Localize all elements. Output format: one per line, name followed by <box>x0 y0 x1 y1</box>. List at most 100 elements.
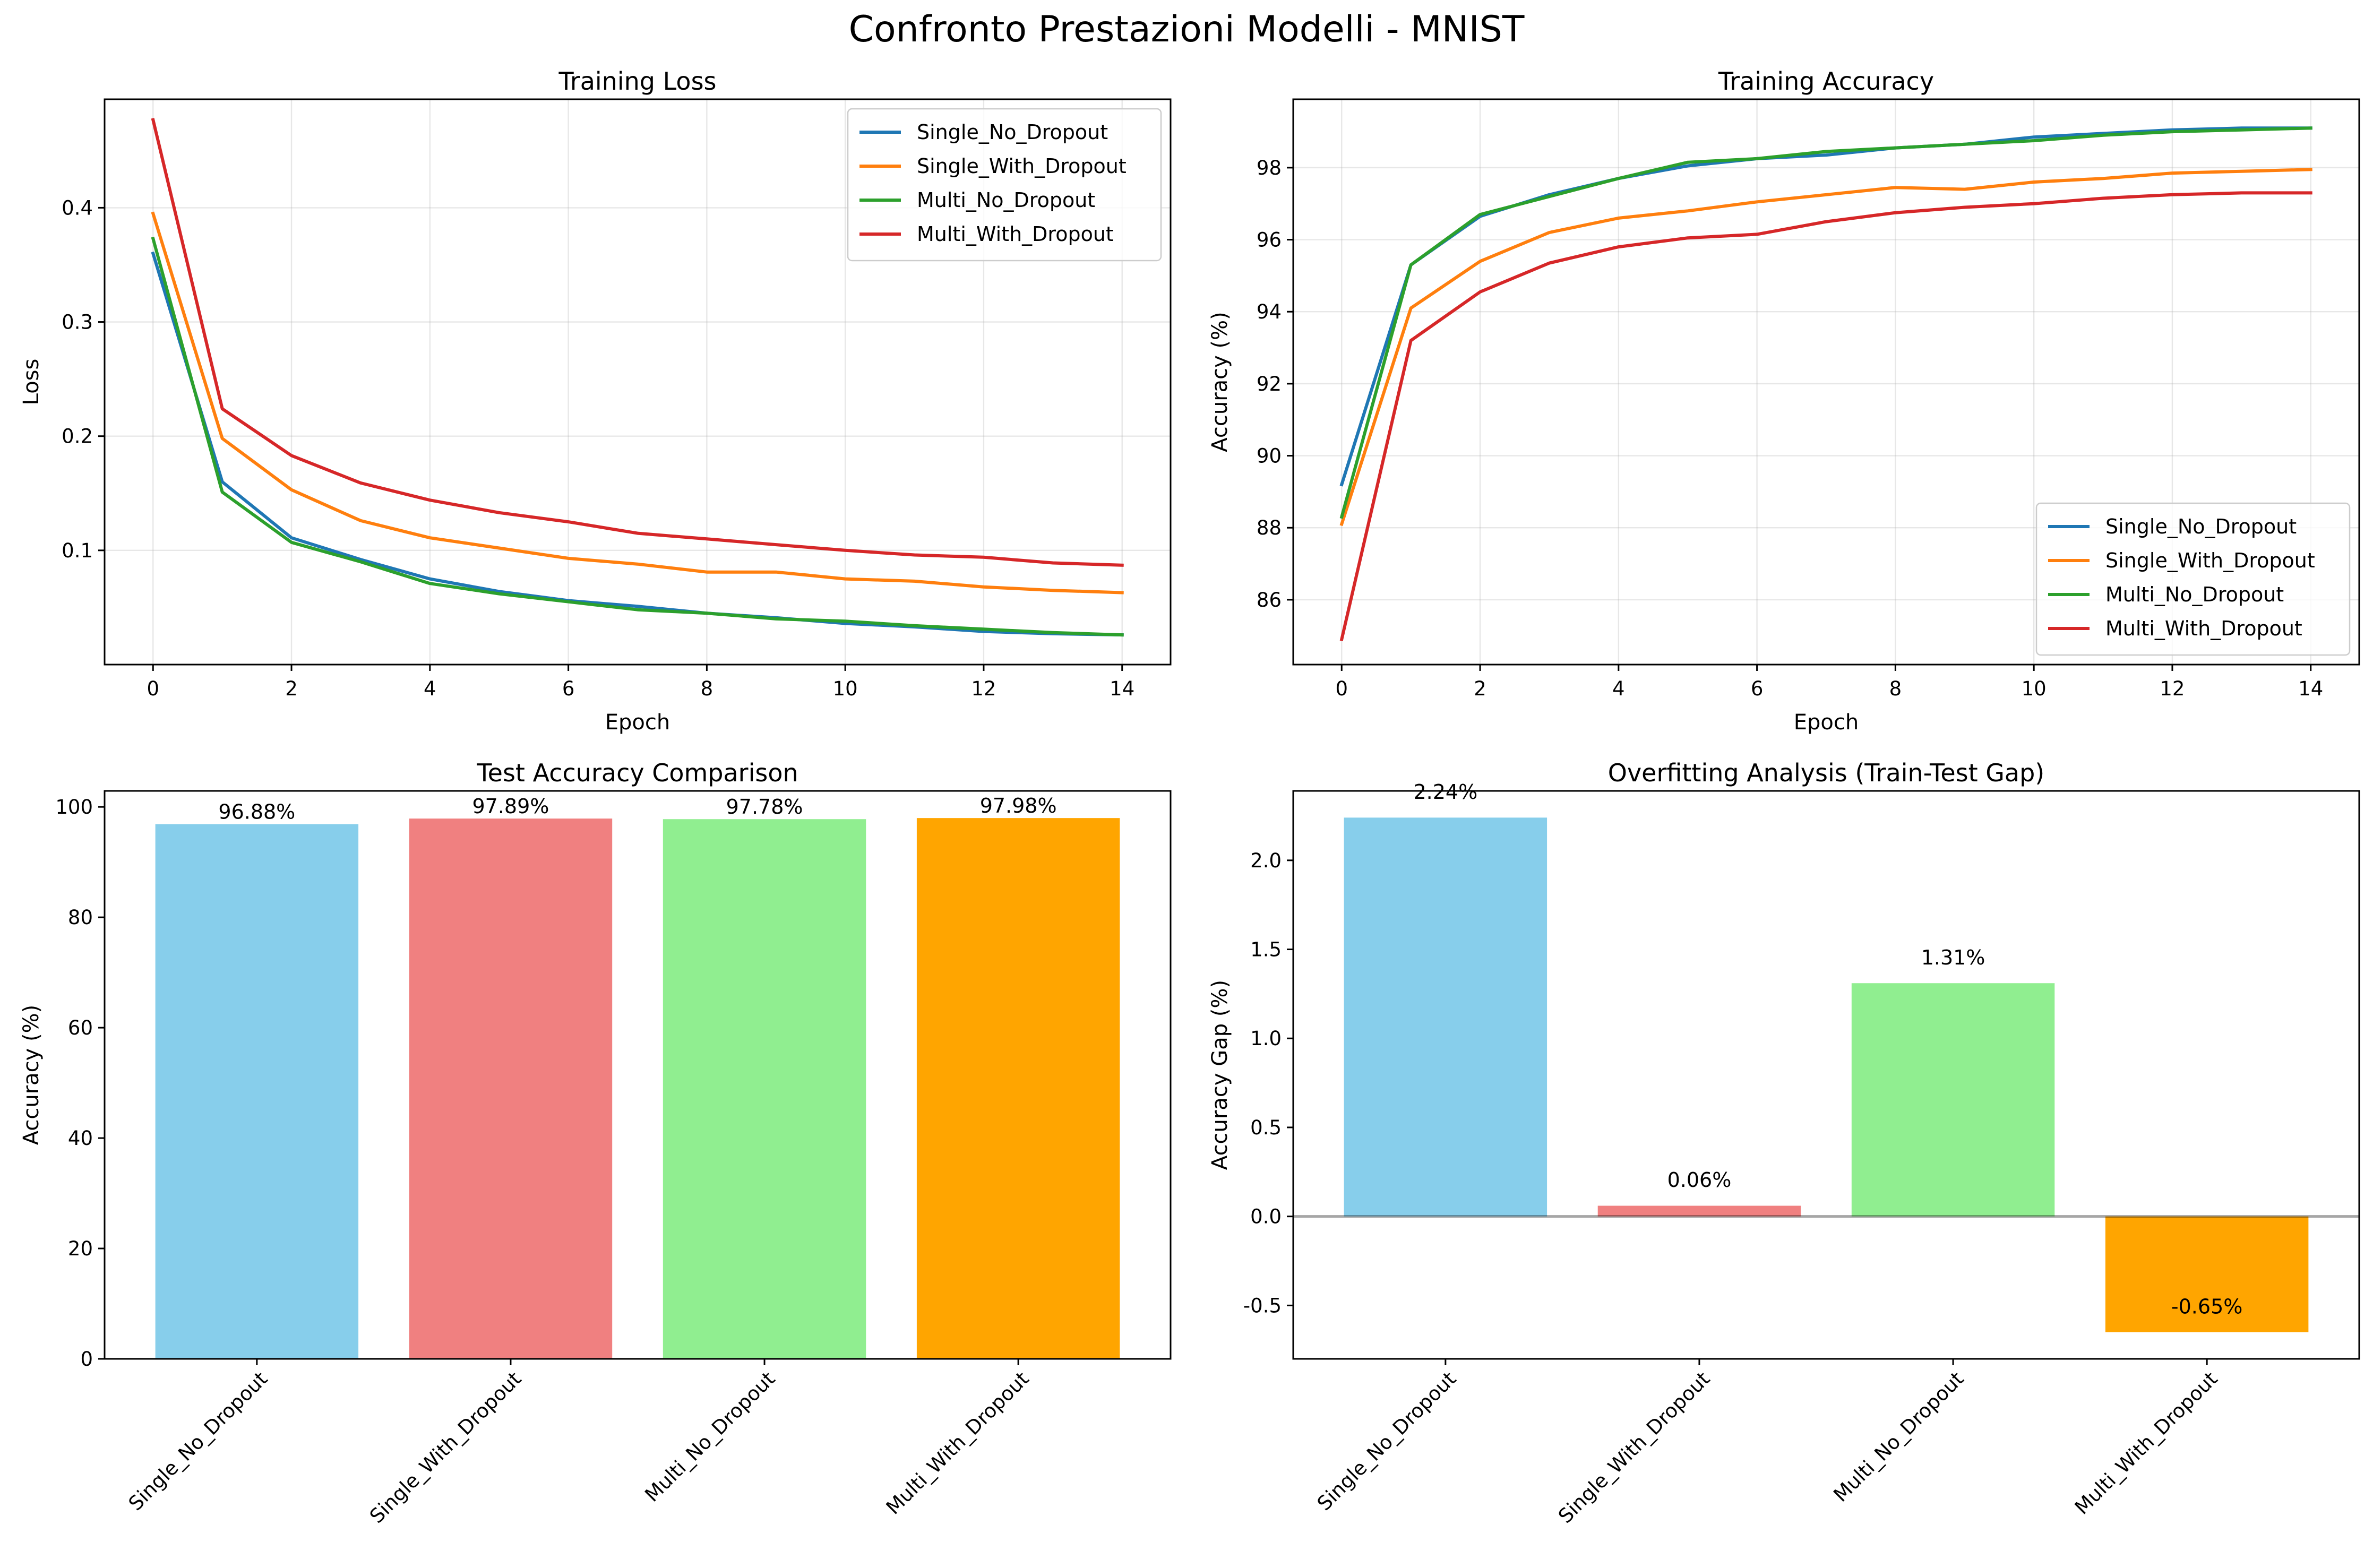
training-loss-xtick-label: 6 <box>562 677 575 700</box>
overfitting-ytick-label: -0.5 <box>1243 1294 1282 1317</box>
training-accuracy-grid <box>1293 99 2359 665</box>
training-accuracy-line-multi-with-dropout <box>1339 191 2312 642</box>
overfitting-bar-multi-with-dropout <box>2105 1216 2309 1332</box>
training-loss-legend-label-single-with-dropout: Single_With_Dropout <box>917 154 1127 178</box>
training-accuracy-legend-label-single-no-dropout: Single_No_Dropout <box>2105 515 2297 538</box>
training-accuracy-legend-box <box>2035 502 2351 656</box>
training-loss-xtick-label: 10 <box>833 677 858 700</box>
overfitting-bars: 2.24% 0.06% 1.31% -0.65% <box>1293 780 2359 1332</box>
overfitting-axes-frame <box>1292 790 2360 1360</box>
training-accuracy-legend-label-multi-with-dropout: Multi_With_Dropout <box>2105 617 2302 640</box>
test-accuracy-ytick-label: 100 <box>55 796 93 819</box>
training-loss-line-multi-no-dropout <box>151 236 1124 637</box>
test-accuracy-bar-multi-with-dropout <box>916 818 1120 1359</box>
overfitting-ytick-label: 0.5 <box>1250 1116 1282 1139</box>
training-accuracy-ytick-label: 96 <box>1257 229 1282 252</box>
training-loss-line-single-with-dropout <box>151 211 1124 595</box>
training-loss-axes-frame <box>104 98 1172 666</box>
training-loss-line-single-no-dropout <box>151 251 1124 637</box>
overfitting-bar-multi-no-dropout <box>1851 983 2055 1217</box>
training-accuracy-xtick-label: 0 <box>1335 677 1348 700</box>
test-accuracy-bar-label-multi-with-dropout: 97.98% <box>980 794 1057 817</box>
training-accuracy-legend-label-multi-no-dropout: Multi_No_Dropout <box>2105 583 2284 606</box>
overfitting-ytick-label: 0.0 <box>1250 1205 1282 1228</box>
training-loss-xtick-label: 8 <box>701 677 713 700</box>
training-accuracy-ylabel: Accuracy (%) <box>1208 312 1232 452</box>
training-loss-ytick-label: 0.3 <box>62 311 93 334</box>
training-accuracy-legend-label-single-with-dropout: Single_With_Dropout <box>2105 549 2315 572</box>
training-loss-ytick-label: 0.1 <box>62 539 93 562</box>
training-accuracy-xtick-label: 14 <box>2298 677 2323 700</box>
training-loss-legend-box <box>847 108 1162 262</box>
overfitting-bar-single-with-dropout <box>1597 1205 1801 1217</box>
training-accuracy-legend: Single_No_Dropout Single_With_Dropout Mult… <box>2035 502 2351 656</box>
training-loss-title: Training Loss <box>558 67 716 96</box>
test-accuracy-bar-multi-no-dropout <box>663 819 866 1359</box>
training-loss-ytick-label: 0.2 <box>62 425 93 448</box>
overfitting-bar-single-no-dropout <box>1344 817 1547 1217</box>
training-accuracy-ytick-label: 98 <box>1257 157 1282 179</box>
training-loss-line-multi-with-dropout <box>151 118 1124 567</box>
training-accuracy-ytick-label: 88 <box>1257 516 1282 539</box>
training-loss-series <box>151 118 1124 637</box>
test-accuracy-axes-frame <box>104 790 1172 1360</box>
test-accuracy-bar-single-with-dropout <box>409 819 613 1359</box>
training-loss-legend: Single_No_Dropout Single_With_Dropout Mult… <box>847 108 1162 262</box>
training-accuracy-series <box>1339 126 2312 642</box>
overfitting-ytick-label: 1.5 <box>1250 938 1282 961</box>
training-accuracy-xtick-label: 4 <box>1612 677 1625 700</box>
training-loss-xtick-label: 14 <box>1110 677 1134 700</box>
overfitting-bar-label-multi-no-dropout: 1.31% <box>1921 946 1985 969</box>
test-accuracy-bar-label-single-no-dropout: 96.88% <box>218 800 295 824</box>
overfitting-bar-label-single-with-dropout: 0.06% <box>1667 1168 1732 1192</box>
training-loss-ticks: 0 2 4 6 8 10 12 14 0.1 0.2 0.3 0.4 <box>62 196 1134 700</box>
test-accuracy-title: Test Accuracy Comparison <box>476 759 798 787</box>
training-accuracy-line-multi-no-dropout <box>1339 126 2312 519</box>
training-accuracy-axes-frame <box>1292 98 2360 666</box>
training-loss-xtick-label: 2 <box>285 677 298 700</box>
training-accuracy-xtick-label: 12 <box>2160 677 2185 700</box>
training-accuracy-ytick-label: 92 <box>1257 373 1282 395</box>
test-accuracy-bar-label-single-with-dropout: 97.89% <box>472 795 549 818</box>
training-accuracy-ticks: 0 2 4 6 8 10 12 14 86 88 90 92 94 96 98 <box>1257 157 2323 700</box>
training-loss-legend-label-single-no-dropout: Single_No_Dropout <box>917 120 1108 144</box>
test-accuracy-ytick-label: 40 <box>68 1127 93 1150</box>
overfitting-ytick-label: 2.0 <box>1250 849 1282 872</box>
training-loss-xtick-label: 4 <box>424 677 436 700</box>
training-accuracy-ytick-label: 86 <box>1257 589 1282 611</box>
training-accuracy-xtick-label: 8 <box>1889 677 1902 700</box>
overfitting-bar-label-single-no-dropout: 2.24% <box>1413 780 1477 804</box>
training-loss-xtick-label: 0 <box>147 677 159 700</box>
training-loss-legend-label-multi-with-dropout: Multi_With_Dropout <box>917 222 1114 246</box>
test-accuracy-bar-label-multi-no-dropout: 97.78% <box>726 795 803 819</box>
training-loss-xlabel: Epoch <box>605 710 670 735</box>
test-accuracy-ylabel: Accuracy (%) <box>19 1005 44 1145</box>
training-accuracy-ytick-label: 90 <box>1257 445 1282 468</box>
training-loss-ytick-label: 0.4 <box>62 196 93 219</box>
overfitting-bar-label-multi-with-dropout: -0.65% <box>2171 1295 2242 1318</box>
training-loss-legend-label-multi-no-dropout: Multi_No_Dropout <box>917 188 1095 212</box>
training-loss-xtick-label: 12 <box>971 677 996 700</box>
test-accuracy-ytick-label: 80 <box>68 906 93 929</box>
training-accuracy-xlabel: Epoch <box>1794 710 1859 735</box>
overfitting-ytick-label: 1.0 <box>1250 1027 1282 1050</box>
training-accuracy-xtick-label: 2 <box>1474 677 1486 700</box>
figure-title: Confronto Prestazioni Modelli - MNIST <box>849 8 1525 50</box>
test-accuracy-bar-single-no-dropout <box>155 824 359 1359</box>
test-accuracy-bars: 96.88% 97.89% 97.78% 97.98% <box>155 794 1120 1359</box>
overfitting-title: Overfitting Analysis (Train-Test Gap) <box>1608 759 2044 787</box>
training-accuracy-xtick-label: 6 <box>1751 677 1764 700</box>
training-accuracy-line-single-with-dropout <box>1339 168 2312 527</box>
training-accuracy-xtick-label: 10 <box>2022 677 2047 700</box>
training-loss-panel: 0 2 4 6 8 10 12 14 0.1 0.2 0.3 0.4 Training Loss Ep… <box>19 67 1172 735</box>
test-accuracy-ytick-label: 60 <box>68 1016 93 1039</box>
training-loss-ylabel: Loss <box>19 359 44 406</box>
training-accuracy-ytick-label: 94 <box>1257 300 1282 323</box>
overfitting-ylabel: Accuracy Gap (%) <box>1208 980 1232 1170</box>
test-accuracy-ytick-label: 0 <box>80 1348 93 1371</box>
test-accuracy-ytick-label: 20 <box>68 1237 93 1260</box>
training-accuracy-title: Training Accuracy <box>1718 67 1934 96</box>
training-accuracy-panel: 0 2 4 6 8 10 12 14 86 88 90 92 94 96 98 Training Accur… <box>1208 67 2360 735</box>
